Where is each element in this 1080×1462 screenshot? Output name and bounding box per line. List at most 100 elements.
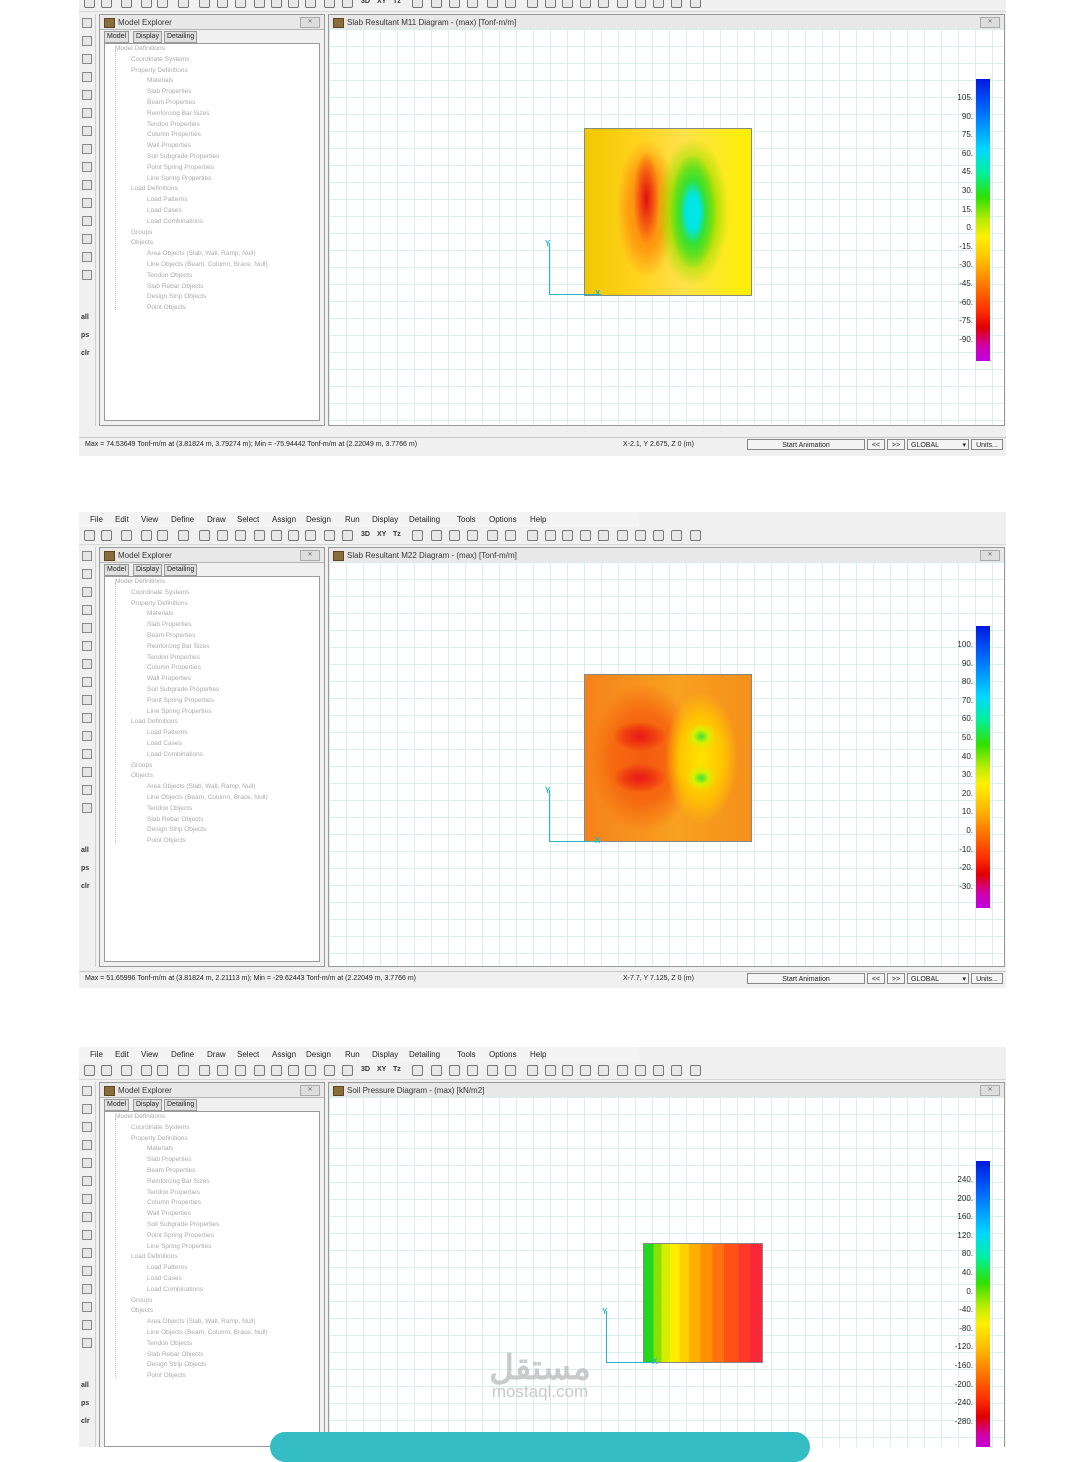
tree-item[interactable]: Property Definitions [131, 599, 188, 607]
tree-item[interactable]: Point Objects [147, 304, 186, 312]
tree-item[interactable]: Model Definitions [115, 578, 165, 585]
menu-draw[interactable]: Draw [207, 515, 226, 524]
tree-item[interactable]: Column Properties [147, 1199, 201, 1207]
tab-model[interactable]: Model [104, 564, 130, 576]
draw-opening-icon[interactable] [82, 108, 92, 118]
tree-item[interactable]: Tendon Objects [147, 271, 193, 279]
display-icon[interactable] [580, 1065, 591, 1076]
menu-run[interactable]: Run [345, 515, 360, 524]
tree-item[interactable]: Point Spring Properties [147, 163, 214, 171]
tree-item[interactable]: Design Strip Objects [147, 1361, 207, 1369]
triangle-icon[interactable] [527, 1065, 538, 1076]
redo-icon[interactable] [157, 530, 168, 541]
menu-view[interactable]: View [141, 1050, 159, 1059]
chart-icon[interactable] [671, 1065, 682, 1076]
tree-item[interactable]: Line Spring Properties [147, 174, 212, 182]
redo-icon[interactable] [157, 0, 168, 8]
draw-area-icon[interactable] [82, 54, 92, 64]
print-icon[interactable] [617, 530, 628, 541]
triangle-icon[interactable] [527, 530, 538, 541]
tree-item[interactable]: Line Spring Properties [147, 1242, 212, 1250]
zoom-in-icon[interactable] [235, 1065, 246, 1076]
tree-item[interactable]: Load Patterns [147, 1264, 188, 1272]
lightning-icon[interactable] [598, 0, 609, 8]
tree-item[interactable]: Slab Properties [147, 621, 192, 629]
print-preview-icon[interactable] [199, 530, 210, 541]
tree-item[interactable]: Slab Properties [147, 88, 192, 96]
refresh-icon[interactable] [342, 0, 353, 8]
pan-icon[interactable] [324, 1065, 335, 1076]
select-clr-button[interactable]: clr [81, 1418, 90, 1425]
next-button[interactable]: >> [887, 439, 905, 450]
soil-pressure-contour-slab[interactable] [643, 1243, 763, 1363]
circle-icon[interactable] [487, 1065, 498, 1076]
open-icon[interactable] [101, 530, 112, 541]
table-icon[interactable] [690, 1065, 701, 1076]
menu-define[interactable]: Define [171, 515, 195, 524]
rubber-band-icon[interactable] [412, 0, 423, 8]
tree-item[interactable]: Load Patterns [147, 729, 188, 737]
draw-strip-icon[interactable] [82, 713, 92, 723]
view-3d-button[interactable]: 3D [361, 1066, 370, 1073]
snap-icon[interactable] [82, 270, 92, 280]
menu-define[interactable]: Define [171, 1050, 195, 1059]
previous-button[interactable]: << [867, 973, 885, 984]
triangle-icon[interactable] [527, 0, 538, 8]
tab-display[interactable]: Display [133, 564, 162, 576]
tree-item[interactable]: Load Combinations [147, 750, 204, 758]
pointer-icon[interactable] [82, 1086, 92, 1096]
tree-item[interactable]: Column Properties [147, 664, 201, 672]
tree-item[interactable]: Tendon Properties [147, 1188, 200, 1196]
menu-file[interactable]: File [90, 515, 103, 524]
refresh-icon[interactable] [342, 530, 353, 541]
zoom-out-icon[interactable] [254, 530, 265, 541]
tree-item[interactable]: Model Definitions [115, 45, 165, 52]
new-file-icon[interactable] [84, 0, 95, 8]
tree-item[interactable]: Materials [147, 77, 174, 85]
close-icon[interactable]: ✕ [980, 1085, 1000, 1096]
select-icon[interactable] [449, 0, 460, 8]
tree-item[interactable]: Line Objects (Beam, Column, Brace, Null) [147, 261, 268, 268]
tree-item[interactable]: Point Spring Properties [147, 1231, 214, 1239]
model-tree[interactable]: Model Definitions Coordinate Systems Prope… [104, 1111, 320, 1447]
section-icon[interactable] [653, 1065, 664, 1076]
point-icon[interactable] [82, 1320, 92, 1330]
model-tree[interactable]: Model Definitions Coordinate Systems Prope… [104, 576, 320, 962]
chart-icon[interactable] [671, 0, 682, 8]
run-icon[interactable] [217, 1065, 228, 1076]
zoom-previous-icon[interactable] [288, 1065, 299, 1076]
m22-contour-slab[interactable] [584, 674, 752, 842]
draw-beam-icon[interactable] [82, 1212, 92, 1222]
tree-item[interactable]: Soil Subgrade Properties [147, 1221, 220, 1228]
select-ps-button[interactable]: ps [81, 332, 90, 339]
tab-display[interactable]: Display [133, 1099, 162, 1111]
draw-slab-icon[interactable] [82, 731, 92, 741]
select-all-button[interactable]: all [81, 314, 89, 321]
dimension-icon[interactable] [82, 234, 92, 244]
draw-column-icon[interactable] [82, 162, 92, 172]
view-xy-button[interactable]: XY [377, 1066, 387, 1073]
tree-item[interactable]: Slab Rebar Objects [147, 282, 204, 290]
tree-item[interactable]: Load Definitions [131, 185, 178, 193]
dimension-icon[interactable] [82, 767, 92, 777]
next-button[interactable]: >> [887, 973, 905, 984]
previous-button[interactable]: << [867, 439, 885, 450]
draw-slab-icon[interactable] [82, 1266, 92, 1276]
select-clr-button[interactable]: clr [81, 883, 90, 890]
tab-detailing[interactable]: Detailing [164, 564, 198, 576]
dimension-icon[interactable] [82, 1302, 92, 1312]
frame-icon[interactable] [635, 530, 646, 541]
close-icon[interactable]: ✕ [300, 550, 320, 561]
pin-icon[interactable] [545, 530, 556, 541]
display-icon[interactable] [580, 0, 591, 8]
tree-item[interactable]: Reinforcing Bar Sizes [147, 642, 210, 650]
tree-item[interactable]: Line Spring Properties [147, 707, 212, 715]
draw-column-icon[interactable] [82, 1230, 92, 1240]
tree-item[interactable]: Load Combinations [147, 1285, 204, 1293]
print-preview-icon[interactable] [199, 1065, 210, 1076]
lightning-icon[interactable] [598, 530, 609, 541]
draw-tendon-icon[interactable] [82, 1284, 92, 1294]
rotate-icon[interactable] [505, 1065, 516, 1076]
coordinate-system-select[interactable]: GLOBAL ▾ [907, 439, 969, 450]
plot-grid[interactable] [329, 562, 1004, 966]
